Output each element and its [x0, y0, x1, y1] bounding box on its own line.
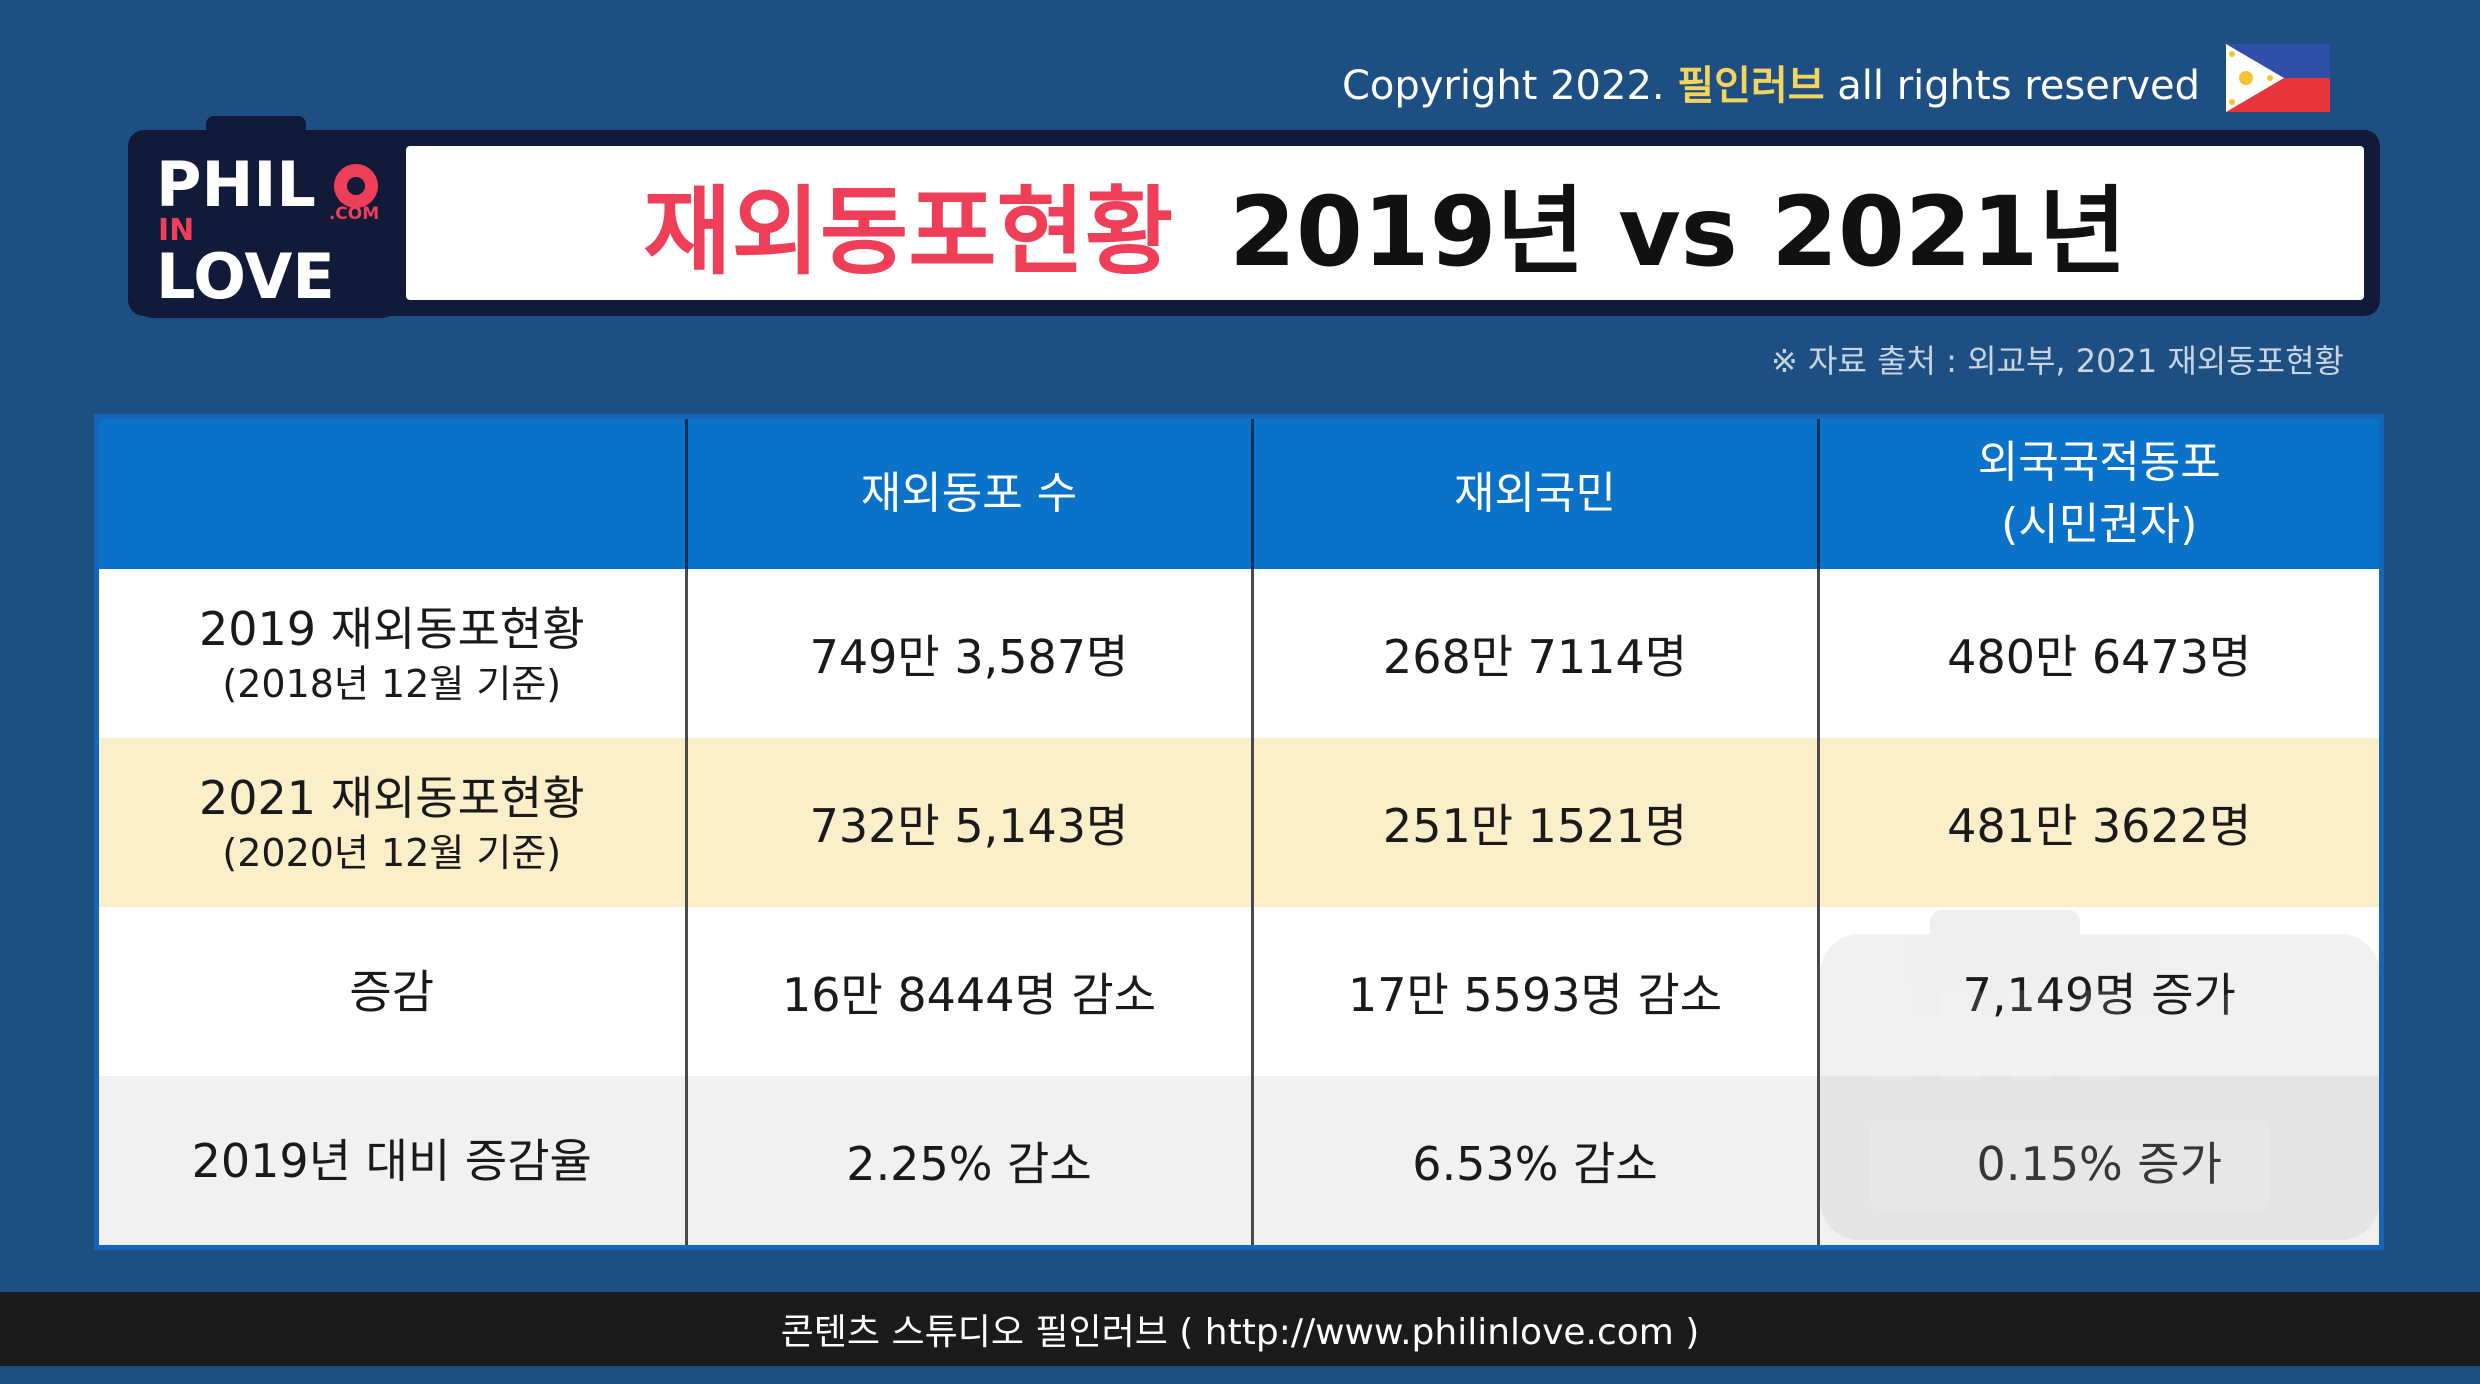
header-cell-empty — [99, 419, 686, 569]
logo-text-dotcom: .COM — [329, 204, 379, 224]
row-label-cell: 2021 재외동포현황 (2020년 12월 기준) — [99, 738, 686, 907]
header-cell-foreign-nationality: 외국국적동포 (시민권자) — [1816, 419, 2379, 569]
row-label-cell: 2019년 대비 증감율 — [99, 1076, 686, 1245]
table-cell: 251만 1521명 — [1250, 738, 1818, 907]
row-label: 2019 재외동포현황 — [198, 601, 585, 656]
comparison-table: 재외동포 수 재외국민 외국국적동포 (시민권자) 2019 재외동포현황 (2… — [94, 414, 2384, 1250]
copyright-prefix: Copyright 2022. — [1341, 63, 1665, 109]
row-label: 2021 재외동포현황 — [198, 770, 585, 825]
title-highlight: 재외동포현황 — [643, 175, 1174, 288]
footer-text: 콘텐츠 스튜디오 필인러브 ( http://www.philinlove.co… — [780, 1312, 1700, 1353]
row-label-cell: 증감 — [99, 907, 686, 1076]
table-cell: 481만 3622명 — [1816, 738, 2379, 907]
copyright-text: Copyright 2022. 필인러브 all rights reserved — [1342, 58, 2200, 114]
table-cell: 480만 6473명 — [1816, 569, 2379, 738]
page-title: 2019년 vs 2021년 — [1229, 175, 2127, 288]
copyright-brand: 필인러브 — [1677, 63, 1825, 109]
table-cell: 268만 7114명 — [1250, 569, 1818, 738]
table-cell: 749만 3,587명 — [684, 569, 1252, 738]
table-row-2021: 2021 재외동포현황 (2020년 12월 기준) 732만 5,143명 2… — [99, 738, 2379, 907]
copyright-suffix: all rights reserved — [1837, 63, 2200, 109]
philinlove-logo: PHIL IN LOVE .COM — [128, 116, 406, 318]
logo-text-love: LOVE — [156, 240, 335, 313]
source-note: ※ 자료 출처 : 외교부, 2021 재외동포현황 — [1771, 342, 2344, 380]
table-cell: 2.25% 감소 — [684, 1076, 1252, 1245]
title-panel: 재외동포현황 2019년 vs 2021년 — [406, 146, 2364, 300]
row-label-cell: 2019 재외동포현황 (2018년 12월 기준) — [99, 569, 686, 738]
table-cell: 16만 8444명 감소 — [684, 907, 1252, 1076]
table-row-change-rate: 2019년 대비 증감율 2.25% 감소 6.53% 감소 0.15% 증가 — [99, 1076, 2379, 1245]
header-sublabel: (시민권자) — [2001, 499, 2198, 550]
header-cell-nationals-abroad: 재외국민 — [1250, 419, 1818, 569]
row-label: 2019년 대비 증감율 — [191, 1133, 592, 1188]
table-header-row: 재외동포 수 재외국민 외국국적동포 (시민권자) — [99, 419, 2379, 569]
header-cell-overseas-koreans: 재외동포 수 — [684, 419, 1252, 569]
table-cell: 6.53% 감소 — [1250, 1076, 1818, 1245]
row-label: 증감 — [349, 964, 435, 1019]
header-label: 재외동포 수 — [860, 468, 1078, 519]
table-cell: 7,149명 증가 — [1816, 907, 2379, 1076]
table-cell: 17만 5593명 감소 — [1250, 907, 1818, 1076]
philippines-flag-icon — [2226, 44, 2330, 112]
table-row-change: 증감 16만 8444명 감소 17만 5593명 감소 7,149명 증가 — [99, 907, 2379, 1076]
header-label: 외국국적동포 — [1977, 437, 2221, 488]
logo-text-in: IN — [158, 213, 194, 248]
header-label: 재외국민 — [1454, 468, 1616, 519]
table-cell: 732만 5,143명 — [684, 738, 1252, 907]
title-bar: 재외동포현황 2019년 vs 2021년 — [128, 130, 2380, 316]
row-sublabel: (2020년 12월 기준) — [222, 830, 562, 875]
table-row-2019: 2019 재외동포현황 (2018년 12월 기준) 749만 3,587명 2… — [99, 569, 2379, 738]
footer-bar: 콘텐츠 스튜디오 필인러브 ( http://www.philinlove.co… — [0, 1292, 2480, 1366]
logo-text-phil: PHIL — [156, 148, 316, 221]
row-sublabel: (2018년 12월 기준) — [222, 661, 562, 706]
table-cell: 0.15% 증가 — [1816, 1076, 2379, 1245]
